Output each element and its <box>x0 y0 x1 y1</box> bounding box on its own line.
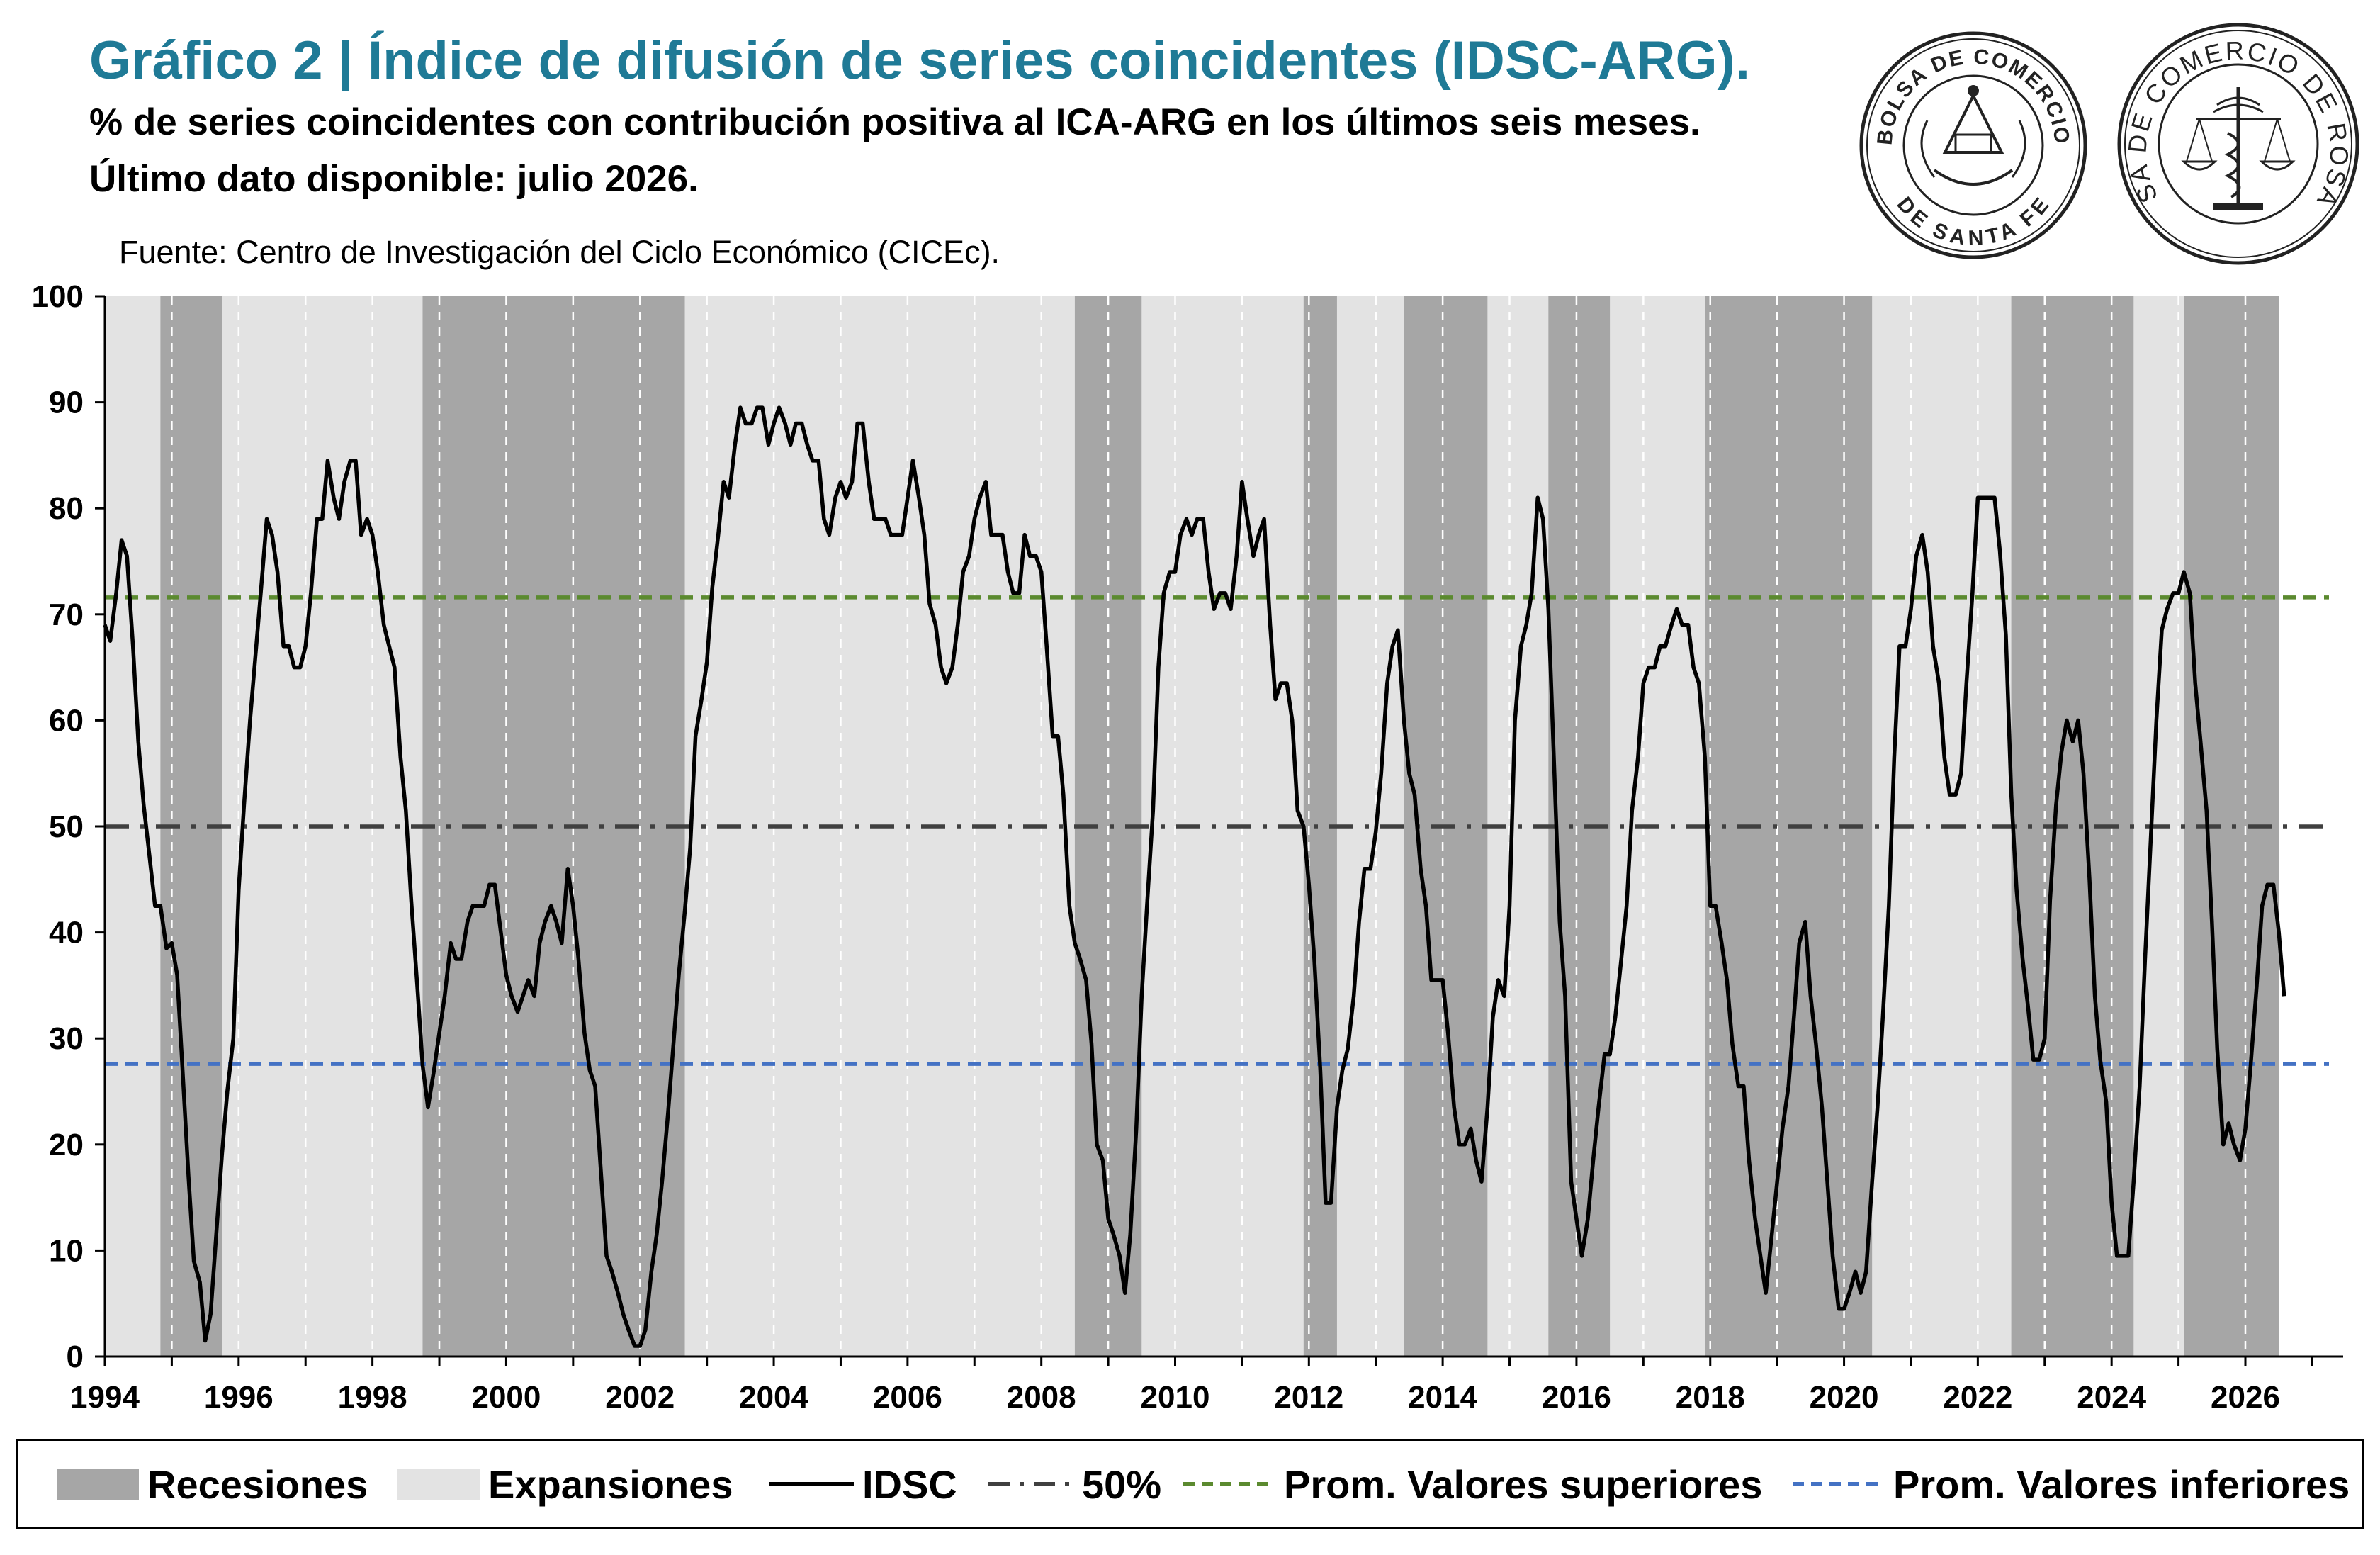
source-note: Fuente: Centro de Investigación del Cicl… <box>119 234 1000 270</box>
expansion-swatch <box>397 1469 480 1500</box>
legend-label-fifty: 50% <box>1082 1461 1162 1507</box>
x-tick-label-2024: 2024 <box>2077 1380 2146 1415</box>
idsc-series <box>103 405 2286 1348</box>
y-tick-label-100: 100 <box>32 279 84 314</box>
x-tick-label-2014: 2014 <box>1408 1380 1477 1415</box>
x-tick-label-2006: 2006 <box>873 1380 942 1415</box>
legend-item-upper: Prom. Valores superiores <box>1183 1441 1762 1527</box>
legend-label-lower: Prom. Valores inferiores <box>1893 1461 2350 1507</box>
y-tick-label-60: 60 <box>49 703 84 738</box>
x-tick-label-2004: 2004 <box>739 1380 808 1415</box>
y-tick-label-90: 90 <box>49 386 84 420</box>
last-data-note: Último dato disponible: julio 2026. <box>89 158 699 200</box>
bolsa-rosario-logo: BOLSA DE COMERCIO DE ROSARIO <box>2114 20 2359 265</box>
fifty-line-swatch <box>988 1482 1073 1486</box>
legend-item-lower: Prom. Valores inferiores <box>1793 1441 2350 1527</box>
y-tick-labels: 0 10 20 30 40 50 60 70 80 90 100 <box>32 279 105 1374</box>
x-tick-label-2016: 2016 <box>1542 1380 1611 1415</box>
x-tick-labels: 1994 1996 1998 2000 2002 2004 2006 2008 2010 2012… <box>70 1357 2313 1415</box>
expansion-band-3 <box>1141 296 1304 1357</box>
y-tick-label-50: 50 <box>49 809 84 844</box>
idsc-line-0 <box>103 405 2286 1348</box>
recession-swatch <box>57 1469 139 1500</box>
legend: Recesiones Expansiones IDSC 50% Prom. Va… <box>16 1439 2364 1529</box>
x-tick-label-2008: 2008 <box>1007 1380 1076 1415</box>
x-tick-label-2000: 2000 <box>471 1380 541 1415</box>
upper-line-swatch <box>1183 1482 1275 1486</box>
bolsa-santa-fe-logo: BOLSA DE COMERCIO DE SANTA FE <box>1859 31 2087 259</box>
x-tick-label-1996: 1996 <box>204 1380 273 1415</box>
x-tick-label-2020: 2020 <box>1810 1380 1879 1415</box>
x-tick-label-1998: 1998 <box>338 1380 407 1415</box>
lower-line-swatch <box>1793 1482 1885 1486</box>
chart-title: Gráfico 2 | Índice de difusión de series… <box>89 30 1750 91</box>
legend-label-upper: Prom. Valores superiores <box>1284 1461 1763 1507</box>
y-tick-label-80: 80 <box>49 491 84 526</box>
x-tick-label-2002: 2002 <box>605 1380 675 1415</box>
y-tick-label-20: 20 <box>49 1128 84 1162</box>
recession-band-1 <box>422 296 685 1357</box>
legend-item-idsc: IDSC <box>769 1441 957 1527</box>
y-tick-label-40: 40 <box>49 916 84 950</box>
y-tick-label-70: 70 <box>49 597 84 632</box>
x-tick-label-2010: 2010 <box>1141 1380 1210 1415</box>
x-tick-label-2026: 2026 <box>2211 1380 2280 1415</box>
y-tick-label-0: 0 <box>67 1340 84 1374</box>
legend-label-idsc: IDSC <box>862 1461 957 1507</box>
x-tick-label-2022: 2022 <box>1943 1380 2012 1415</box>
legend-item-fifty: 50% <box>988 1441 1161 1527</box>
x-tick-label-1994: 1994 <box>70 1380 140 1415</box>
idsc-line-swatch <box>769 1482 854 1486</box>
chart-subtitle: % de series coincidentes con contribució… <box>89 101 1701 143</box>
legend-item-recessions: Recesiones <box>57 1441 368 1527</box>
idsc-chart: 0 10 20 30 40 50 60 70 80 90 100 1994 1996 1998 2000 2… <box>32 279 2343 1415</box>
y-tick-label-30: 30 <box>49 1021 84 1056</box>
legend-label-recessions: Recesiones <box>147 1461 368 1507</box>
legend-item-expansions: Expansiones <box>397 1441 733 1527</box>
x-tick-label-2018: 2018 <box>1676 1380 1745 1415</box>
y-tick-label-10: 10 <box>49 1233 84 1268</box>
x-tick-label-2012: 2012 <box>1274 1380 1343 1415</box>
legend-label-expansions: Expansiones <box>488 1461 733 1507</box>
